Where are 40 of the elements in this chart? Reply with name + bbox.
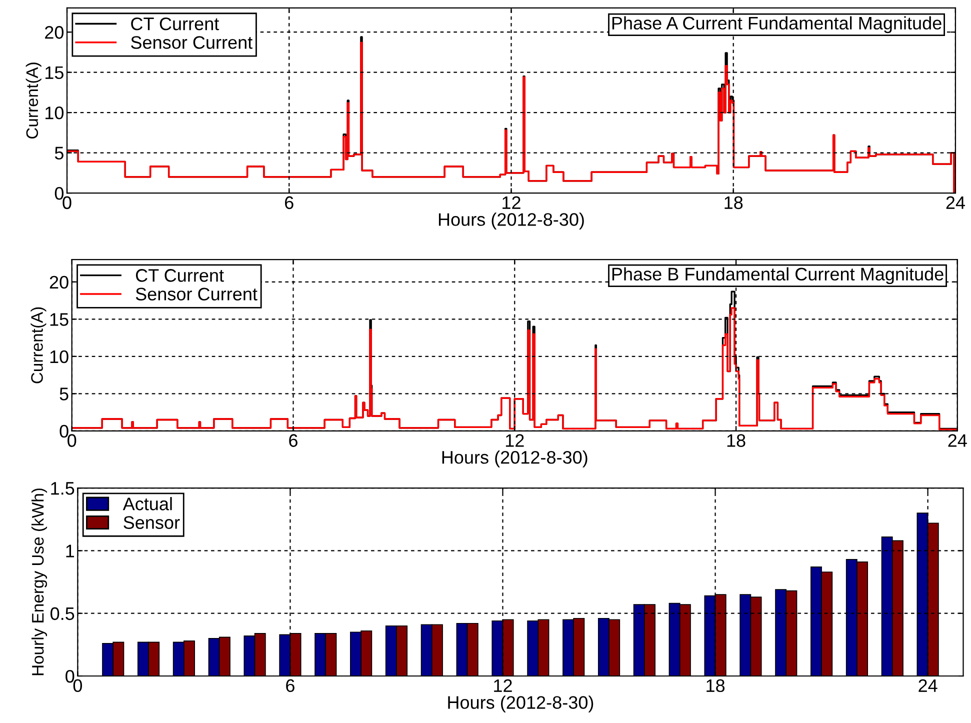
y-tick-label: 10 [50,350,68,364]
x-tick-label: 24 [946,196,965,209]
y-tick-label: 0 [54,186,64,200]
y-tick-label: 1 [66,544,74,558]
legend-label: CT Current [131,17,220,30]
x-axis-title: Hours (2012-8-30) [448,696,594,712]
x-tick-label: 18 [706,679,725,692]
y-tick-label: 5 [54,146,64,160]
x-tick-label: 6 [286,679,294,692]
y-tick-label: 15 [50,313,68,326]
x-tick-label: 12 [506,434,524,447]
legend-label: CT Current [136,269,224,282]
y-tick-label: 20 [45,26,64,39]
x-axis-title: Hours (2012-8-30) [438,212,584,230]
y-tick-label: 1.5 [51,482,74,495]
y-axis-title: Hourly Energy Use (kWh) [31,488,48,676]
x-tick-label: 12 [502,196,520,209]
y-axis-title: Current(A) [30,307,46,384]
legend-label: Actual [122,497,172,510]
x-tick-label: 6 [285,196,294,210]
x-tick-label: 24 [948,434,967,447]
x-tick-label: 6 [289,434,298,447]
y-tick-label: 0.5 [50,607,74,620]
legend-label: Sensor Current [136,288,258,300]
y-tick-label: 0 [60,424,68,438]
x-tick-label: 18 [724,196,743,210]
x-tick-label: 12 [494,679,512,692]
legend-label: Sensor Current [131,36,252,49]
y-tick-label: 5 [60,388,68,400]
y-axis-title: Current(A) [26,62,42,139]
y-tick-label: 10 [46,106,64,120]
y-tick-label: 0 [66,670,74,683]
y-tick-label: 20 [50,276,68,289]
x-axis-title: Hours (2012-8-30) [442,450,588,468]
chart-title: Phase A Current Fundamental Magnitude [612,16,942,34]
y-tick-label: 15 [46,66,64,80]
chart-title: Phase B Fundamental Current Magnitude [612,267,944,284]
legend-label: Sensor [124,516,180,529]
x-tick-label: 18 [727,434,746,447]
x-tick-label: 24 [918,679,938,692]
